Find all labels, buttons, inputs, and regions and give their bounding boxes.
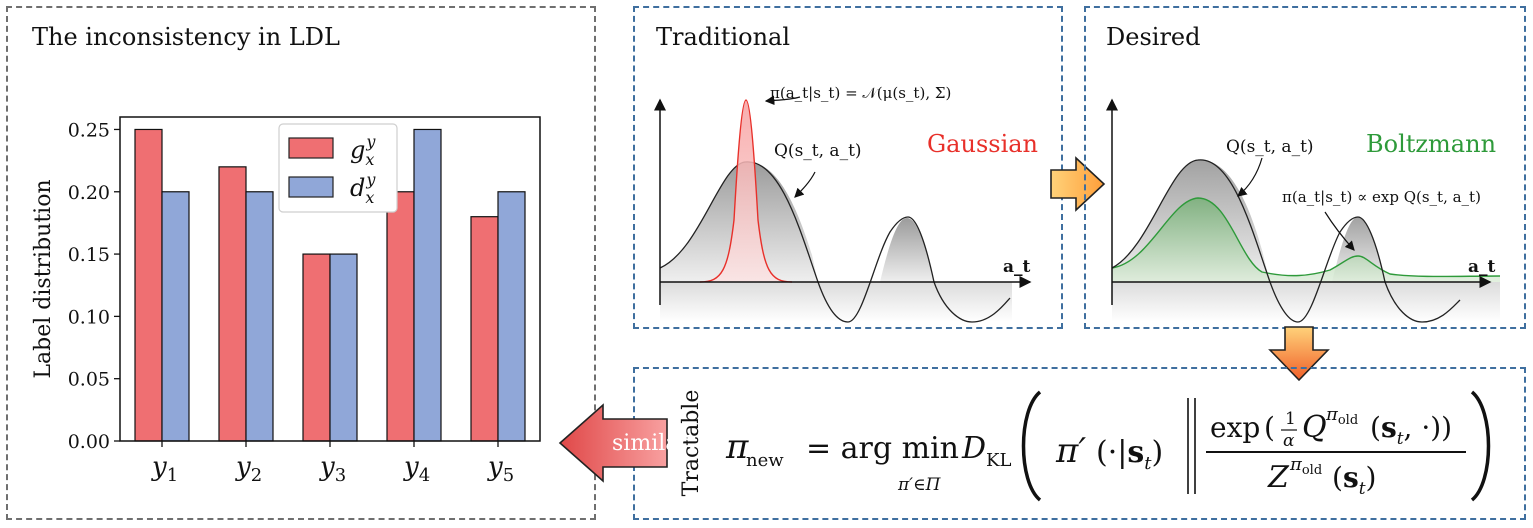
legend-label-d: dxy — [350, 170, 376, 207]
bar-series2-y2 — [245, 191, 274, 442]
svg-text:(st, ·)): (st, ·)) — [1370, 411, 1452, 449]
legend-swatch-g — [288, 137, 334, 159]
svg-text:Q: Q — [1302, 410, 1327, 445]
legend-label-g: gxy — [350, 132, 376, 169]
traditional-q-label: Q(s_t, a_t) — [774, 141, 862, 161]
right-arrow-icon — [1050, 156, 1106, 212]
tractable-panel-title: Tractable — [679, 390, 704, 497]
bar-series1-y5 — [470, 216, 499, 442]
q-curve-fill-second — [880, 218, 934, 282]
bar-series2-y5 — [497, 191, 526, 442]
y-tick-label: 0.05 — [68, 369, 110, 391]
svg-text:πold: πold — [1325, 404, 1358, 428]
legend-swatch-d — [288, 176, 334, 198]
svg-text:π′: π′ — [1055, 431, 1086, 471]
gaussian-label: Gaussian — [927, 130, 1038, 158]
similar-arrow-icon — [558, 403, 668, 483]
svg-text:new: new — [746, 450, 784, 471]
traditional-policy-label: π(a_t|s_t) = 𝒩(μ(s_t), Σ) — [770, 84, 951, 102]
ldl-panel — [6, 6, 596, 520]
q-annotation-arrow — [794, 171, 816, 198]
policy-annotation-arrow — [764, 95, 801, 106]
desired-axis-label: a_t — [1468, 257, 1496, 277]
ldl-panel-title: The inconsistency in LDL — [32, 23, 340, 51]
svg-text:(·|st): (·|st) — [1096, 435, 1163, 474]
y-tick-label: 0.00 — [68, 431, 110, 453]
similar-label: similar — [612, 431, 689, 456]
boltzmann-curve — [1111, 197, 1501, 278]
svg-text:α: α — [1283, 431, 1295, 451]
policy-annotation-arrow — [1324, 211, 1355, 251]
svg-text:D: D — [961, 431, 986, 466]
bar-series2-y4 — [413, 128, 442, 442]
y-tick-label: 0.15 — [68, 244, 110, 266]
y-tick-label: 0.25 — [68, 119, 110, 141]
down-arrow-icon — [1268, 326, 1330, 382]
svg-text:π′∈Π: π′∈Π — [897, 475, 942, 495]
svg-text:Z: Z — [1267, 460, 1290, 495]
traditional-axis-label: a_t — [1003, 257, 1031, 277]
traditional-panel — [633, 6, 1063, 329]
q-annotation-arrow — [1237, 157, 1263, 197]
bar-series1-y1 — [134, 128, 163, 442]
svg-text:πold: πold — [1289, 454, 1322, 478]
y-tick-label: 0.20 — [68, 182, 110, 204]
svg-text:KL: KL — [986, 450, 1011, 471]
desired-q-label: Q(s_t, a_t) — [1226, 137, 1314, 157]
svg-text:(st): (st) — [1332, 461, 1376, 499]
svg-text:exp: exp — [1210, 411, 1260, 444]
chart-legend: gxy dxy — [278, 123, 398, 213]
kl-objective-formula: π new = arg min π′∈Π D KL π′ (·|st) exp … — [725, 390, 1491, 502]
gaussian-fill — [700, 100, 792, 282]
boltzmann-fill — [1112, 198, 1500, 282]
svg-text:π: π — [725, 427, 749, 467]
desired-policy-label: π(a_t|s_t) ∝ exp Q(s_t, a_t) — [1282, 188, 1481, 206]
gaussian-curve — [699, 99, 793, 283]
traditional-panel-title: Traditional — [656, 23, 791, 51]
x-tick-label-y5: y5 — [487, 452, 514, 486]
y-tick-label: 0.10 — [68, 306, 110, 328]
svg-text:= arg min: = arg min — [806, 431, 959, 466]
below-axis-shade — [660, 282, 1012, 322]
desired-panel-title: Desired — [1106, 23, 1201, 51]
svg-text:1: 1 — [1285, 409, 1296, 429]
boltzmann-label: Boltzmann — [1366, 130, 1496, 158]
svg-text:(: ( — [1264, 411, 1275, 444]
y-axis-label: Label distribution — [31, 179, 56, 378]
